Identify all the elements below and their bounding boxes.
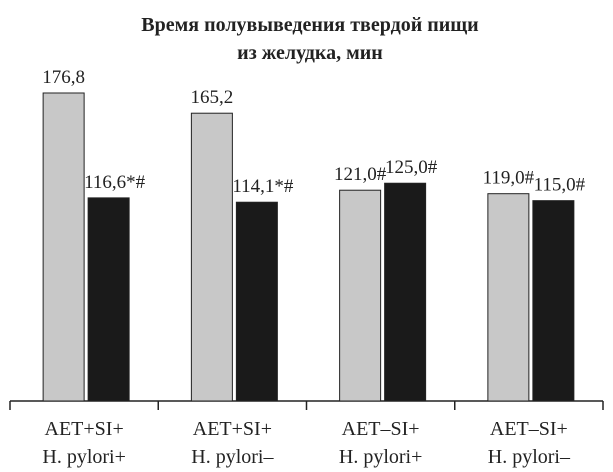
data-label-series-2-cat-4: 115,0#	[534, 175, 586, 196]
data-label-series-2-cat-2: 114,1*#	[232, 176, 294, 197]
category-label-1-line-2: H. pylori+	[42, 446, 126, 468]
data-label-series-2-cat-3: 125,0#	[385, 157, 438, 178]
chart-title-line-2: из желудка, мин	[237, 42, 383, 64]
bar-series-1-cat-3	[339, 189, 382, 402]
bar-series-1-cat-2	[190, 112, 233, 402]
category-label-2-line-1: AET+SI+	[193, 418, 272, 440]
bar-series-2-cat-4	[532, 200, 575, 402]
bar-series-2-cat-1	[87, 197, 130, 402]
category-label-3-line-2: H. pylori+	[339, 446, 423, 468]
data-label-series-2-cat-1: 116,6*#	[84, 172, 146, 193]
category-label-3-line-1: AET–SI+	[342, 418, 420, 440]
chart-title-line-1: Время полувыведения твердой пищи	[141, 14, 478, 36]
data-label-series-1-cat-1: 176,8	[42, 67, 85, 88]
data-label-series-1-cat-2: 165,2	[191, 87, 234, 108]
category-label-2-line-2: H. pylori–	[191, 446, 274, 468]
category-label-4-line-2: H. pylori–	[488, 446, 571, 468]
data-label-series-1-cat-3: 121,0#	[334, 164, 387, 185]
bar-series-1-cat-4	[487, 193, 530, 402]
data-label-series-1-cat-4: 119,0#	[483, 168, 535, 189]
bar-series-2-cat-2	[235, 201, 278, 402]
plot-area: 176,8 116,6*# AET+SI+ H. pylori+ 165,2 114,1*…	[9, 67, 604, 468]
category-label-4-line-1: AET–SI+	[490, 418, 568, 440]
category-label-1-line-1: AET+SI+	[45, 418, 124, 440]
bar-series-2-cat-3	[384, 182, 427, 402]
bar-series-1-cat-1	[42, 92, 85, 402]
